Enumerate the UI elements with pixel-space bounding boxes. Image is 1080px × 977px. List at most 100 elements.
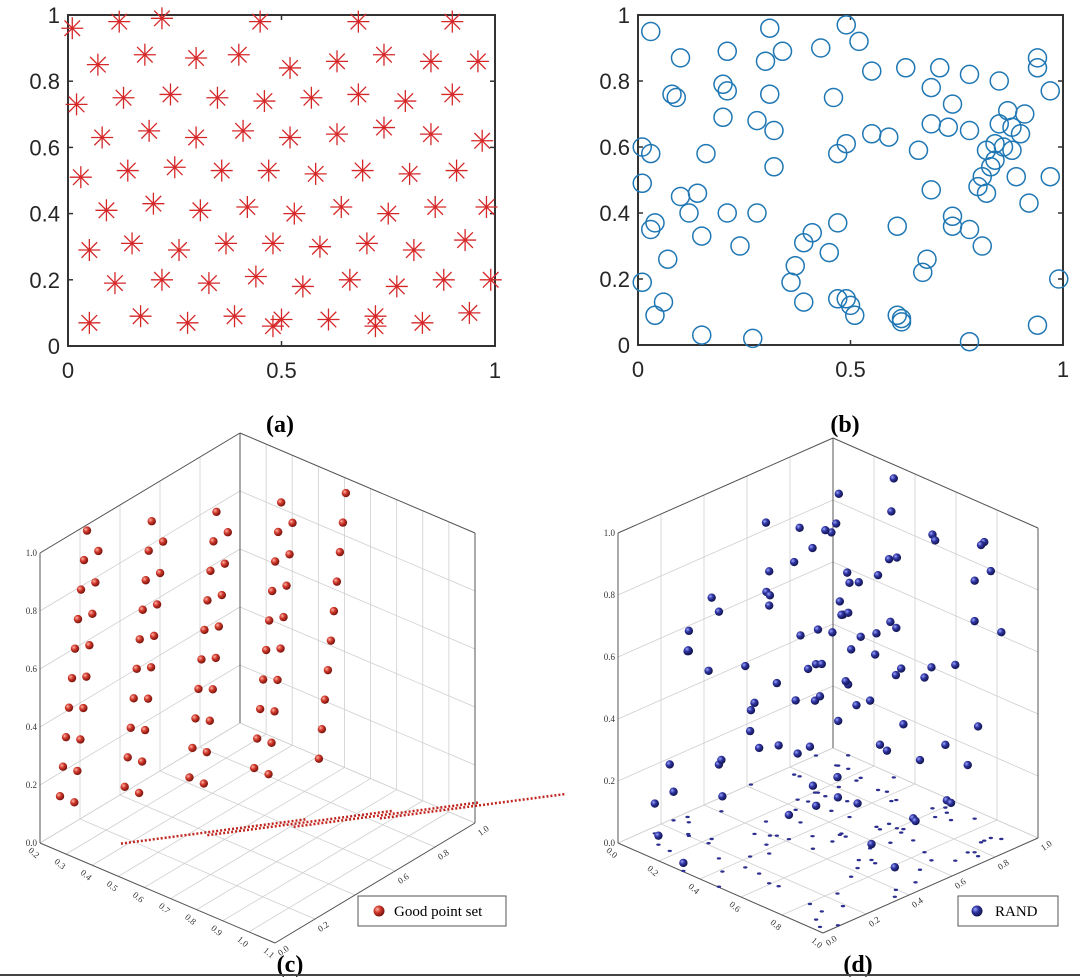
data-point-sphere [872,629,881,638]
floor-shadow-point [888,841,893,844]
y-ticks-a: 0 0.2 0.4 0.6 0.8 1 [29,3,495,359]
data-point-sphere [329,606,339,616]
data-point-circle [743,328,763,349]
data-point-star [129,305,152,328]
data-point-sphere [669,787,678,796]
y-tick-label: 0.2 [316,919,331,934]
floor-shadow-point [988,836,994,840]
data-point-circle [972,236,992,256]
floor-shadow-point [932,815,938,819]
y-tick-label: 1.0 [1039,838,1054,853]
data-point-sphere [144,546,153,555]
data-point-sphere [129,694,138,703]
floor-projection-line [207,809,394,837]
data-point-circle [764,120,784,141]
data-point-circle [989,71,1009,91]
data-point-sphere [91,578,100,587]
data-point-star [95,199,118,222]
data-point-star [471,129,494,152]
floor-shadow-point [953,859,958,862]
data-point-circle [730,236,750,256]
data-point-circle [772,41,793,62]
data-point-circle [641,219,661,240]
floor-shadow-point [791,773,797,776]
z-tick-label: 1.0 [26,548,38,558]
floor-shadow-point [813,754,819,757]
data-point-sphere [997,628,1006,637]
data-point-sphere [341,488,351,498]
floor-shadow-point [720,870,725,873]
data-point-circle [849,31,869,52]
data-point-star [394,90,417,113]
data-point-sphere [856,632,865,642]
data-point-sphere [884,554,894,564]
floor-shadow-point [810,847,816,850]
grid-line [159,770,396,872]
data-point-sphere [140,725,150,735]
data-point-circle [921,77,941,98]
data-point-sphere [205,716,215,725]
data-point-circle [658,249,678,269]
data-point-star [142,192,165,215]
data-point-circle [942,206,963,227]
data-point-circle [811,38,831,58]
data-point-circle [755,51,776,71]
data-point-circle [632,272,652,293]
z-tick-label: 0.4 [604,714,616,724]
data-point-circle [959,331,980,352]
data-point-sphere [852,700,861,710]
x-tick-label: 0.4 [686,881,701,896]
floor-shadow-point [767,834,773,837]
legend-d: RAND [957,895,1059,927]
floor-shadow-point [840,904,846,908]
floor-shadow-point [766,882,772,885]
floor-shadow-point [743,866,748,869]
grid-line [92,744,293,866]
data-point-sphere [258,675,268,684]
data-point-sphere [70,798,79,807]
data-point-star [112,86,135,109]
y-tick-label: 0.8 [599,69,630,94]
data-point-circle [921,114,941,134]
data-point-star [445,159,468,182]
data-point-star [419,50,442,73]
x-tick-label: 0.8 [768,917,783,932]
data-point-star [108,10,131,33]
grid-3d-d: 0.00.20.40.60.81.00.00.20.40.60.81.0 0.00… [604,437,1054,950]
data-point-circle [836,133,856,154]
floor-shadow-point [798,821,803,824]
floor-shadow-point [747,855,753,858]
data-point-sphere [76,585,86,594]
data-point-star [279,126,302,149]
data-point-sphere [76,735,85,744]
data-point-star [419,123,442,146]
data-point-sphere [64,703,74,712]
panel-b: 00.20.40.60.81 0 0.5 1 (b) [599,3,1069,438]
data-point-circle [670,48,691,68]
data-point-sphere [249,763,259,773]
floor-shadow-point [795,798,800,801]
series-c-points [55,488,566,845]
data-point-sphere [188,743,197,753]
floor-shadow-point [894,798,899,802]
axis-edge [239,432,476,534]
x-tick-label: 0.4 [79,867,94,882]
data-point-sphere [834,489,844,499]
floor-shadow-point [836,785,842,789]
data-point-sphere [772,678,782,688]
data-point-sphere [833,793,843,802]
floor-shadow-point [686,821,692,824]
data-point-star [223,305,246,328]
floor-shadow-point [845,799,850,803]
data-point-sphere [146,663,156,672]
data-point-star [424,195,447,218]
data-point-sphere [120,782,129,792]
data-point-star [150,268,173,291]
grid-line [118,755,319,877]
y-tick-label: 0.6 [29,135,60,160]
data-point-sphere [791,696,800,705]
floor-shadow-point [829,809,834,813]
data-point-star [385,275,408,298]
floor-shadow-point [901,827,906,831]
